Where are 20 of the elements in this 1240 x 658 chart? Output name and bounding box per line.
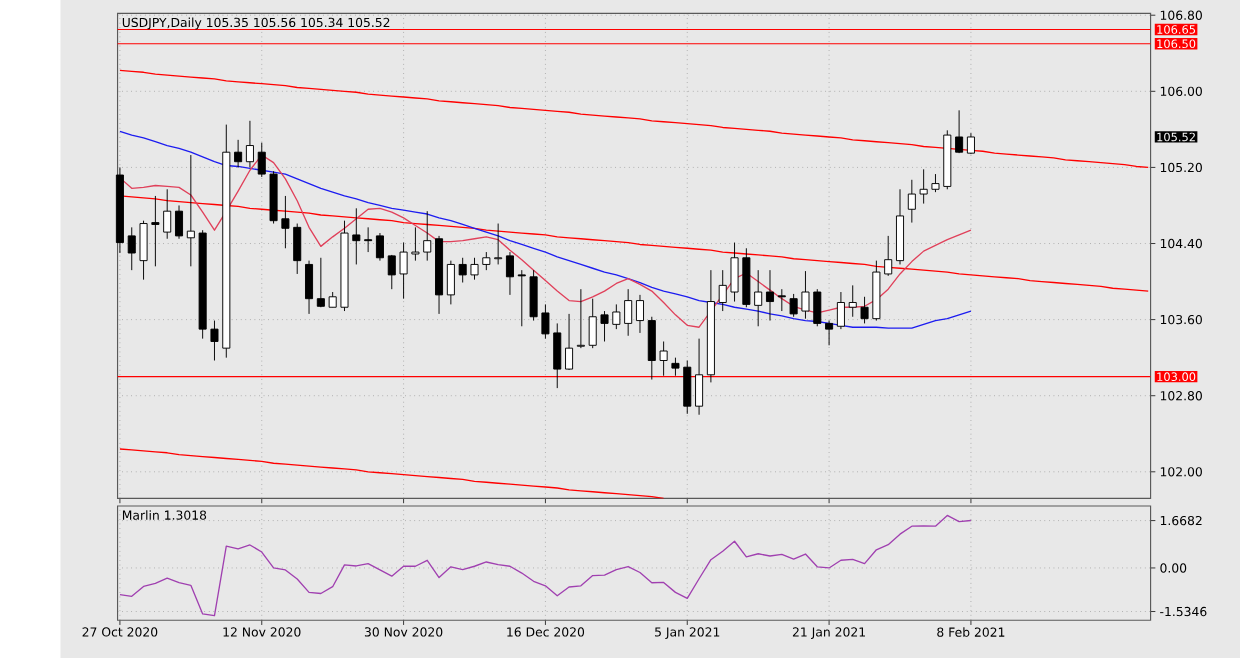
candlestick xyxy=(375,232,384,261)
candlestick xyxy=(305,260,314,315)
line-series xyxy=(119,69,1149,168)
candlestick xyxy=(966,132,975,155)
candlestick xyxy=(825,319,834,346)
candlestick xyxy=(245,120,254,168)
candlestick xyxy=(836,291,845,330)
candlestick xyxy=(576,288,585,349)
candlestick xyxy=(565,313,574,371)
candlestick xyxy=(505,251,514,296)
candlestick xyxy=(695,338,704,416)
candlestick xyxy=(174,204,184,240)
candlestick xyxy=(234,139,243,168)
candlestick xyxy=(765,269,775,321)
line-series xyxy=(119,514,972,617)
candlestick xyxy=(955,109,964,154)
candlestick xyxy=(635,294,645,334)
candlestick xyxy=(777,288,786,312)
candlestick xyxy=(895,188,905,265)
line-series xyxy=(119,448,665,499)
